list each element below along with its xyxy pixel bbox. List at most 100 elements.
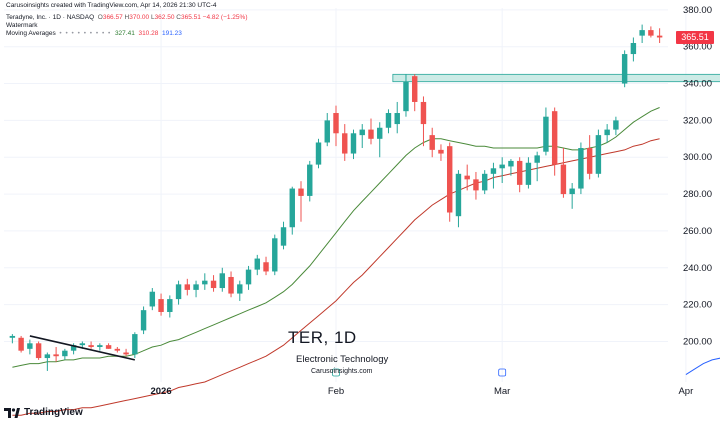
- tradingview-logo[interactable]: TradingView: [4, 407, 83, 418]
- candle-body: [184, 284, 191, 290]
- candle[interactable]: [18, 335, 24, 353]
- candle-body: [35, 343, 42, 359]
- candle[interactable]: [560, 148, 567, 198]
- candle[interactable]: [455, 170, 462, 228]
- candle[interactable]: [429, 127, 435, 158]
- candle[interactable]: [158, 293, 164, 316]
- candle[interactable]: [639, 24, 645, 44]
- candle[interactable]: [298, 181, 304, 222]
- candle[interactable]: [53, 346, 59, 362]
- candle-body: [420, 101, 427, 125]
- candle[interactable]: [604, 124, 610, 143]
- candle[interactable]: [149, 288, 156, 311]
- candle[interactable]: [114, 346, 121, 353]
- candle[interactable]: [105, 343, 112, 349]
- candle[interactable]: [263, 256, 269, 276]
- event-marker-icon[interactable]: [498, 368, 507, 377]
- candle[interactable]: [621, 50, 628, 88]
- candle-body: [298, 188, 304, 196]
- candle[interactable]: [9, 334, 16, 344]
- candle-body: [149, 291, 156, 307]
- event-marker-icon[interactable]: [332, 368, 340, 377]
- candle[interactable]: [315, 138, 322, 169]
- high-label: H: [124, 14, 130, 21]
- watermark-legend[interactable]: Watermark: [6, 22, 38, 29]
- candle[interactable]: [630, 37, 637, 62]
- candle-body: [18, 337, 24, 351]
- tradingview-logo-icon: [4, 407, 20, 418]
- candle[interactable]: [377, 122, 383, 158]
- candle[interactable]: [534, 151, 540, 182]
- candle[interactable]: [490, 162, 497, 189]
- trendline-layer: [29, 335, 136, 361]
- candle[interactable]: [307, 160, 313, 202]
- candle[interactable]: [586, 135, 593, 180]
- candle[interactable]: [88, 341, 94, 349]
- event-marker-frame: [332, 368, 340, 377]
- candle[interactable]: [464, 164, 470, 191]
- candle[interactable]: [525, 157, 532, 189]
- candle[interactable]: [333, 105, 339, 147]
- candle[interactable]: [132, 332, 138, 359]
- candle[interactable]: [473, 171, 479, 200]
- candle[interactable]: [420, 96, 427, 147]
- candle[interactable]: [193, 280, 199, 298]
- candle[interactable]: [280, 221, 287, 250]
- moving-averages-legend[interactable]: Moving Averages • • • • • • • • • 327.41…: [6, 30, 182, 37]
- trendline[interactable]: [29, 335, 136, 361]
- candle[interactable]: [438, 144, 444, 161]
- candle[interactable]: [543, 107, 549, 156]
- candle[interactable]: [210, 275, 217, 292]
- candle[interactable]: [35, 341, 42, 360]
- candle[interactable]: [385, 109, 392, 134]
- candle[interactable]: [97, 343, 103, 351]
- candle[interactable]: [44, 352, 51, 371]
- candle[interactable]: [175, 280, 182, 305]
- price-tick-label: 280.00: [683, 189, 712, 200]
- candle[interactable]: [551, 107, 558, 176]
- candle[interactable]: [27, 339, 33, 355]
- candle[interactable]: [272, 234, 278, 276]
- resistance-zone: [392, 73, 720, 83]
- candle[interactable]: [578, 142, 584, 195]
- candle[interactable]: [228, 271, 234, 298]
- candle[interactable]: [359, 124, 365, 149]
- candle[interactable]: [481, 170, 488, 195]
- candle[interactable]: [167, 295, 173, 318]
- candle[interactable]: [569, 183, 575, 209]
- price-axis[interactable]: 380.00 360.00 340.00 320.00 300.00 280.00 260.…: [683, 5, 712, 348]
- candle[interactable]: [613, 116, 619, 136]
- candle[interactable]: [595, 129, 602, 178]
- candle[interactable]: [499, 157, 505, 184]
- candle-body: [289, 188, 295, 228]
- candle[interactable]: [324, 113, 330, 147]
- candle[interactable]: [342, 124, 348, 161]
- candle[interactable]: [123, 348, 129, 357]
- candle[interactable]: [394, 101, 400, 134]
- candle[interactable]: [350, 129, 357, 160]
- candle[interactable]: [412, 74, 418, 112]
- candle[interactable]: [245, 265, 252, 290]
- candle[interactable]: [446, 142, 453, 222]
- candle[interactable]: [403, 74, 409, 117]
- candle[interactable]: [219, 267, 226, 292]
- candle[interactable]: [368, 118, 374, 145]
- candle-body: [88, 345, 94, 347]
- candle-body: [578, 148, 584, 189]
- candle-body: [53, 354, 59, 357]
- time-axis[interactable]: 2026 Feb Mar Apr: [150, 368, 693, 397]
- candle[interactable]: [140, 306, 147, 335]
- candle[interactable]: [289, 186, 295, 235]
- candle[interactable]: [62, 348, 68, 360]
- candle-body: [324, 120, 330, 143]
- candle[interactable]: [656, 28, 663, 44]
- symbol-legend[interactable]: Teradyne, Inc. · 1D · NASDAQ O366.57 H37…: [6, 14, 247, 21]
- candle[interactable]: [508, 159, 514, 176]
- candle[interactable]: [237, 280, 243, 301]
- candle[interactable]: [184, 278, 191, 296]
- candle[interactable]: [648, 26, 654, 38]
- candle[interactable]: [202, 273, 208, 290]
- candle[interactable]: [254, 254, 260, 276]
- candle[interactable]: [516, 157, 523, 193]
